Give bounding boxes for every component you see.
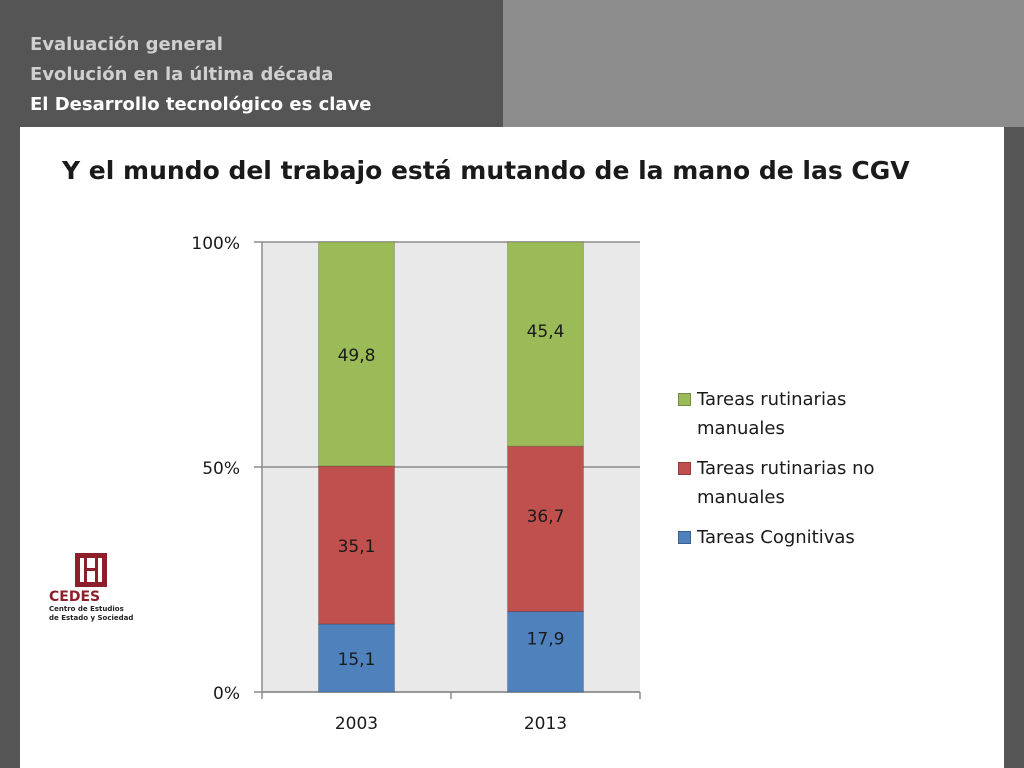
y-tick-label-50: 50% [202,459,240,479]
slide-content: Y el mundo del trabajo está mutando de l… [20,127,1004,768]
x-tick-label-2003: 2003 [335,714,378,734]
cedes-logo-icon [75,553,107,587]
legend-label-manuales: Tareas rutinarias manuales [697,389,847,439]
legend-swatch-no-manuales [678,462,691,475]
legend-swatch-manuales [678,393,691,406]
data-label-2013-2: 45,4 [527,322,565,342]
breadcrumb-item-current[interactable]: El Desarrollo tecnológico es clave [30,94,372,115]
stacked-bar-chart: 0% 50% 100% 15,1 35,1 49,8 2003 17,9 36,7 45,4 201… [191,234,641,734]
data-label-2003-1: 35,1 [338,537,376,557]
data-label-2013-1: 36,7 [527,507,565,527]
slide-title: Y el mundo del trabajo está mutando de l… [62,156,910,185]
bar-2013-2 [507,241,584,447]
header-right-panel [503,0,1024,127]
data-label-2003-2: 49,8 [338,346,376,366]
breadcrumb-item-2[interactable]: Evolución en la última década [30,64,334,85]
logo-subtitle: Centro de Estudios de Estado y Sociedad [49,605,134,622]
y-tick-label-100: 100% [191,234,240,254]
breadcrumb: Evaluación general Evolución en la últim… [30,30,500,120]
legend-item-no-manuales: Tareas rutinarias no manuales [678,454,898,512]
legend-item-manuales: Tareas rutinarias manuales [678,385,898,443]
logo-name: CEDES [49,589,101,605]
chart-legend: Tareas rutinarias manuales Tareas rutina… [678,385,898,563]
x-tick-label-2013: 2013 [524,714,567,734]
breadcrumb-item-1[interactable]: Evaluación general [30,34,223,55]
bar-2013-1 [507,445,584,612]
y-tick-label-0: 0% [213,684,240,704]
bar-2013-0 [507,610,584,693]
bar-2003-2 [318,241,395,467]
legend-swatch-cognitivas [678,531,691,544]
data-label-2013-0: 17,9 [527,630,565,650]
data-label-2003-0: 15,1 [338,650,376,670]
legend-label-no-manuales: Tareas rutinarias no manuales [697,458,875,508]
legend-label-cognitivas: Tareas Cognitivas [697,527,855,548]
legend-item-cognitivas: Tareas Cognitivas [678,523,898,552]
